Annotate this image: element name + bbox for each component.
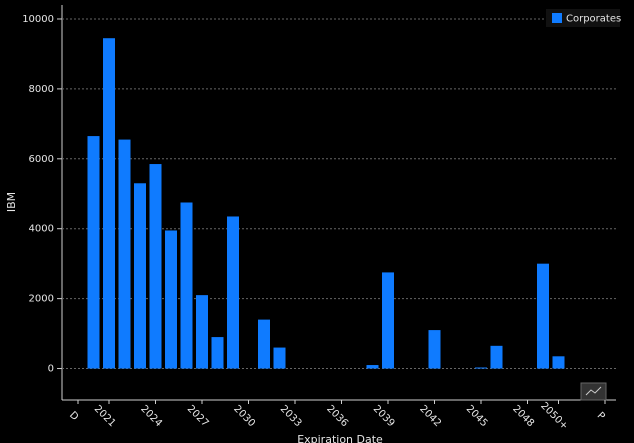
y-tick-label: 8000 <box>29 84 54 95</box>
y-tick-label: 4000 <box>29 224 54 235</box>
bar <box>428 330 441 369</box>
bar <box>537 263 549 369</box>
bar <box>134 183 146 369</box>
bar <box>87 136 100 369</box>
bar <box>382 272 394 369</box>
bar <box>196 295 208 369</box>
bar <box>103 38 115 369</box>
icon-line <box>585 386 602 396</box>
y-tick-label: 10000 <box>22 14 54 25</box>
legend-box <box>546 9 620 27</box>
bar <box>490 345 503 369</box>
legend-label: Corporates <box>566 14 621 25</box>
legend-swatch <box>552 13 562 23</box>
bar <box>165 230 177 369</box>
bar <box>118 139 131 369</box>
bar <box>273 347 286 369</box>
bar <box>180 202 193 369</box>
y-tick-label: 0 <box>48 364 54 375</box>
y-tick-label: 6000 <box>29 154 54 165</box>
bar <box>552 356 565 369</box>
y-axis-title: IBM <box>5 192 18 212</box>
bar <box>475 367 487 369</box>
bar <box>366 365 379 369</box>
bar <box>227 216 239 369</box>
bar <box>211 337 224 369</box>
bar <box>258 319 270 369</box>
bar <box>149 164 162 369</box>
y-tick-label: 2000 <box>29 294 54 305</box>
chart-icon[interactable] <box>580 382 607 401</box>
x-axis-title: Expiration Date <box>297 433 383 443</box>
